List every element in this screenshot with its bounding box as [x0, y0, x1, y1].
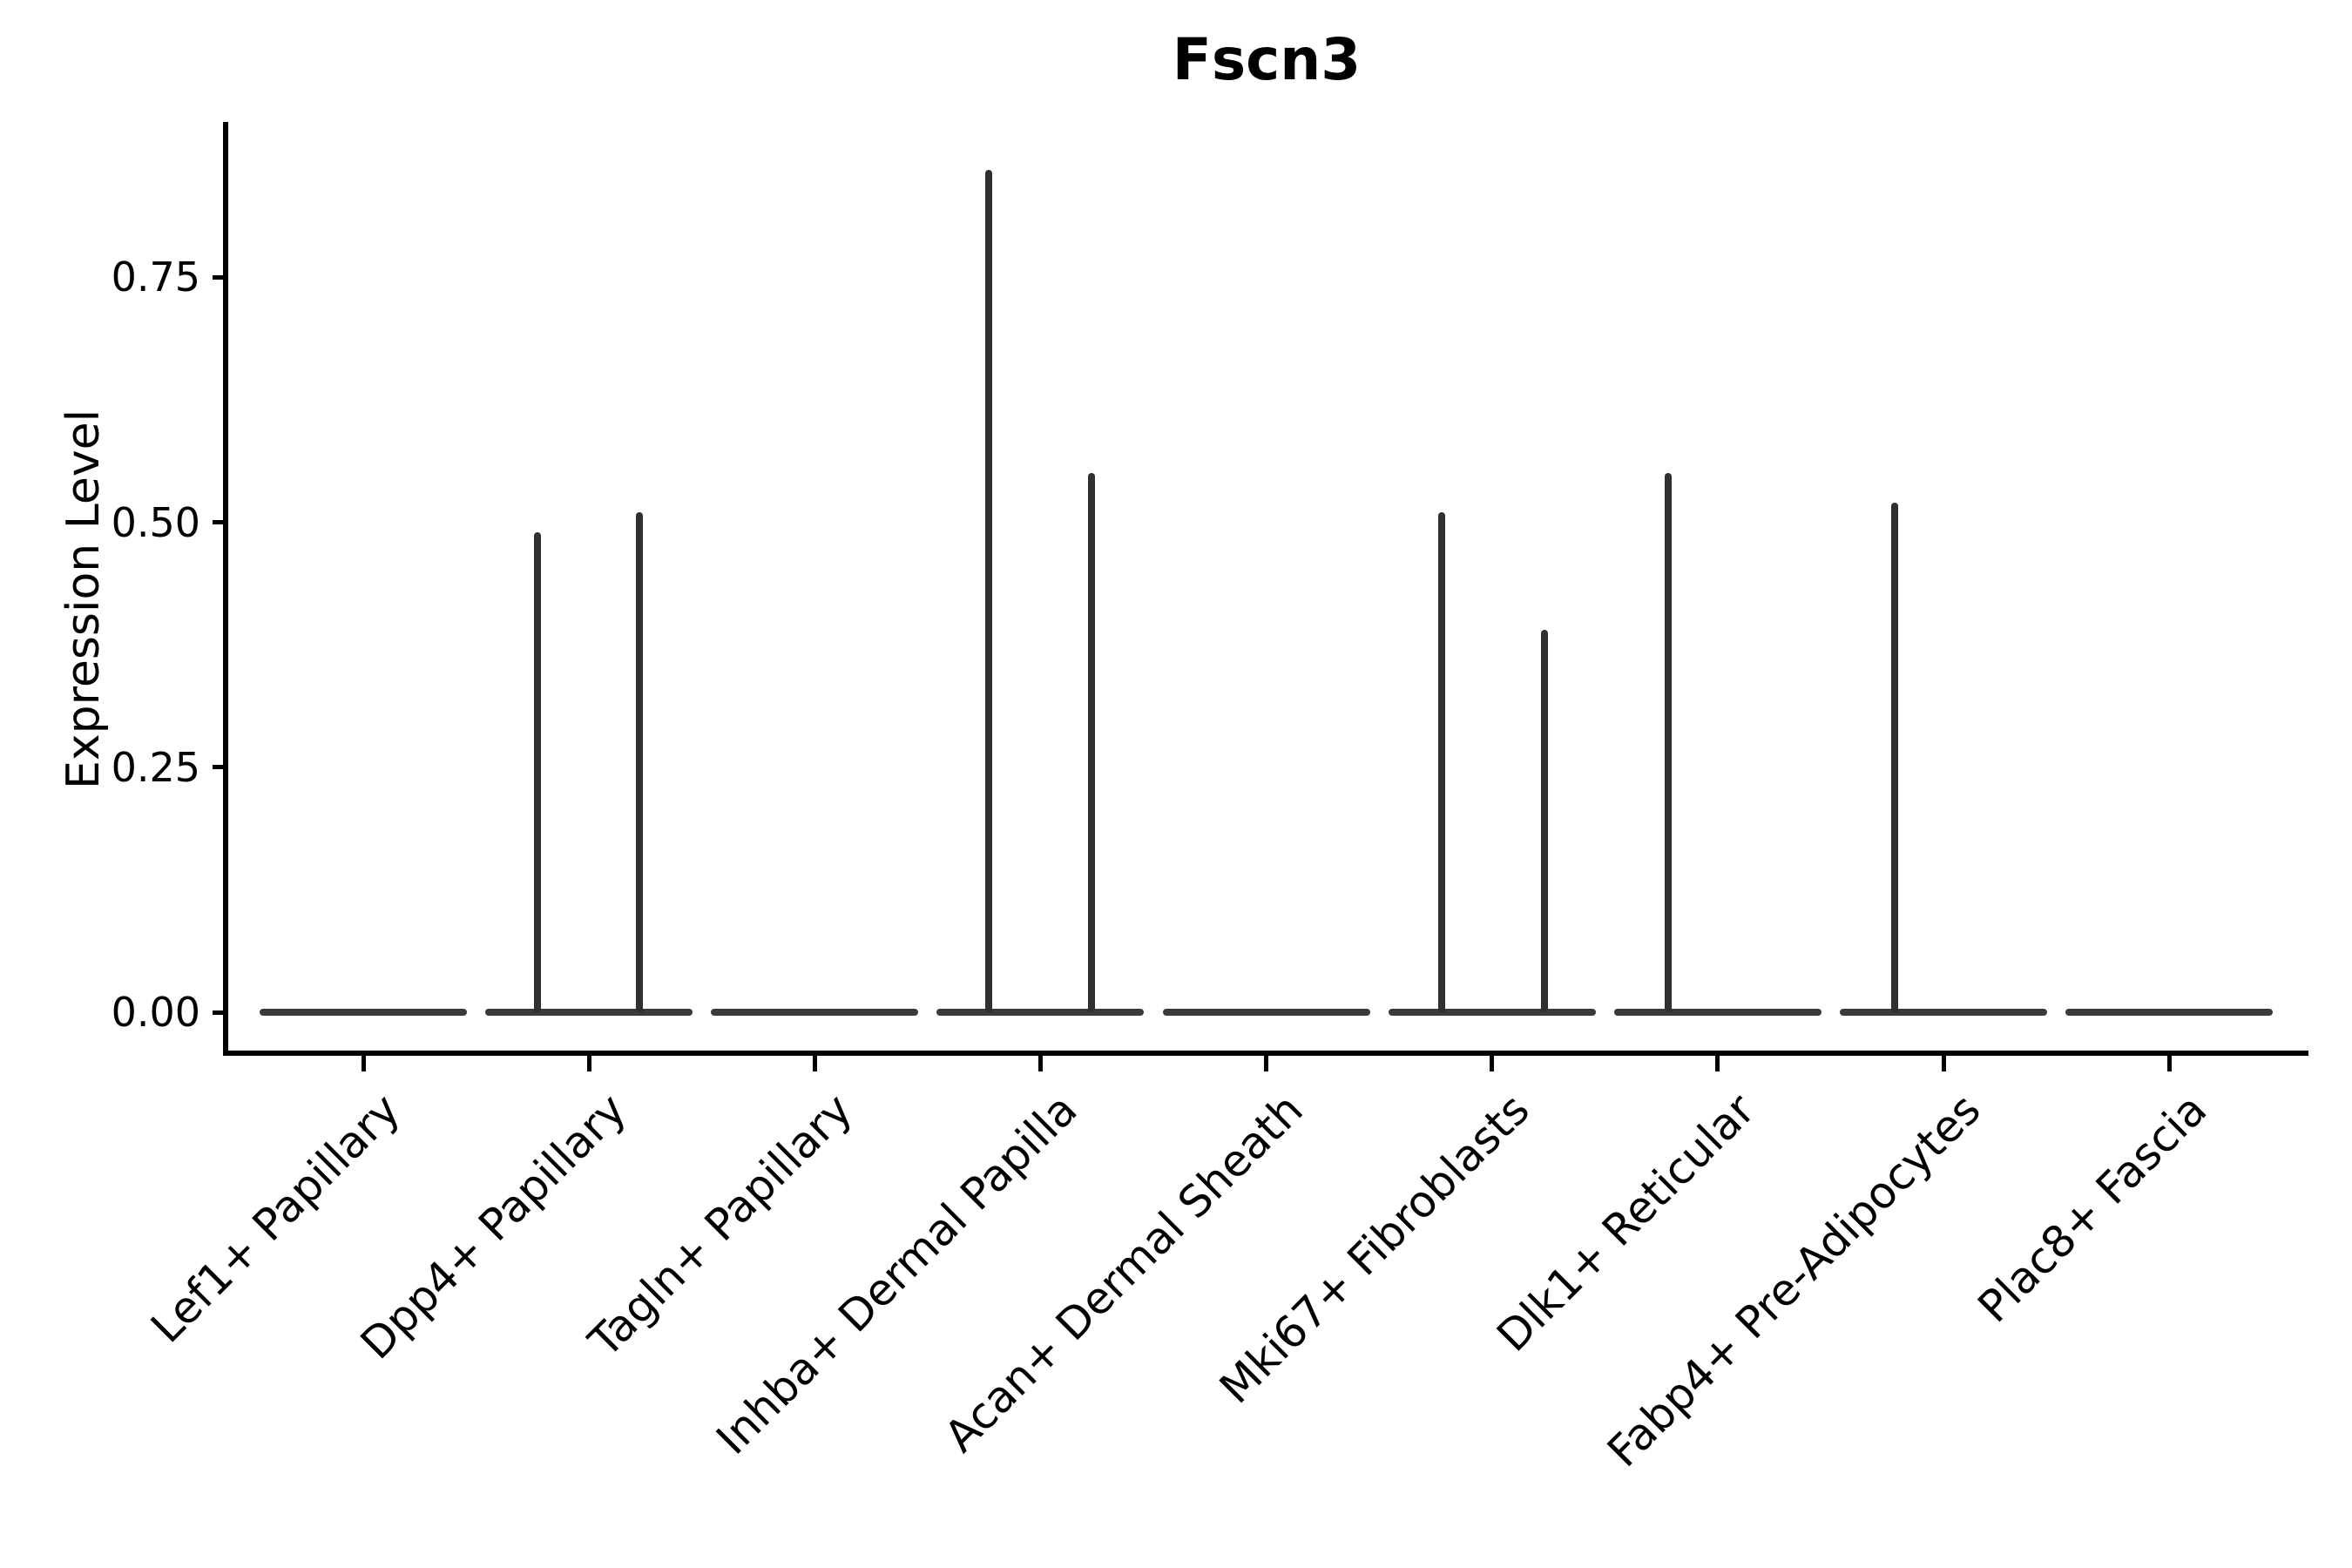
y-axis-label: Expression Level [57, 409, 110, 790]
chart-title: Fscn3 [1172, 26, 1362, 93]
y-tick-mark [213, 1010, 225, 1015]
x-tick-mark [586, 1056, 591, 1071]
violin-baseline [485, 1009, 693, 1016]
y-tick-mark [213, 765, 225, 770]
x-tick-label: Inhba+ Dermal Papilla [706, 1084, 1088, 1464]
y-tick-label: 0.50 [111, 498, 200, 546]
x-tick-mark [1037, 1056, 1043, 1071]
violin-baseline [1613, 1009, 1821, 1016]
violin-spike [1664, 473, 1672, 1012]
violin-baseline [1388, 1009, 1596, 1016]
violin-spike [1540, 630, 1548, 1012]
y-tick-mark [213, 520, 225, 524]
x-tick-mark [361, 1056, 366, 1071]
x-tick-mark [1264, 1056, 1269, 1071]
violin-baseline [711, 1009, 919, 1016]
violin-baseline [260, 1009, 467, 1016]
x-tick-mark [1941, 1056, 1946, 1071]
violin-spike [534, 531, 542, 1012]
violin-spike [1437, 512, 1445, 1012]
violin-baseline [1840, 1009, 2048, 1016]
y-axis-spine [223, 122, 228, 1056]
violin-baseline [2065, 1009, 2274, 1016]
x-tick-label: Fabp4+ Pre-Adipocytes [1598, 1084, 1990, 1477]
x-tick-mark [812, 1056, 817, 1071]
y-tick-label: 0.25 [111, 743, 200, 791]
y-tick-label: 0.00 [111, 989, 200, 1036]
x-axis-spine [223, 1051, 2308, 1056]
y-tick-label: 0.75 [111, 253, 200, 301]
x-tick-label: Lef1+ Papillary [141, 1084, 410, 1353]
violin-spike [636, 512, 644, 1012]
y-tick-mark [213, 274, 225, 280]
x-tick-label: Plac8+ Fascia [1968, 1084, 2216, 1333]
violin-spike [985, 169, 993, 1012]
x-tick-mark [2166, 1056, 2172, 1071]
violin-spike [1891, 503, 1899, 1012]
violin-spike [1088, 473, 1096, 1012]
violin-baseline [1162, 1009, 1370, 1016]
violin-baseline [936, 1009, 1145, 1016]
x-tick-mark [1490, 1056, 1495, 1071]
x-tick-mark [1715, 1056, 1720, 1071]
